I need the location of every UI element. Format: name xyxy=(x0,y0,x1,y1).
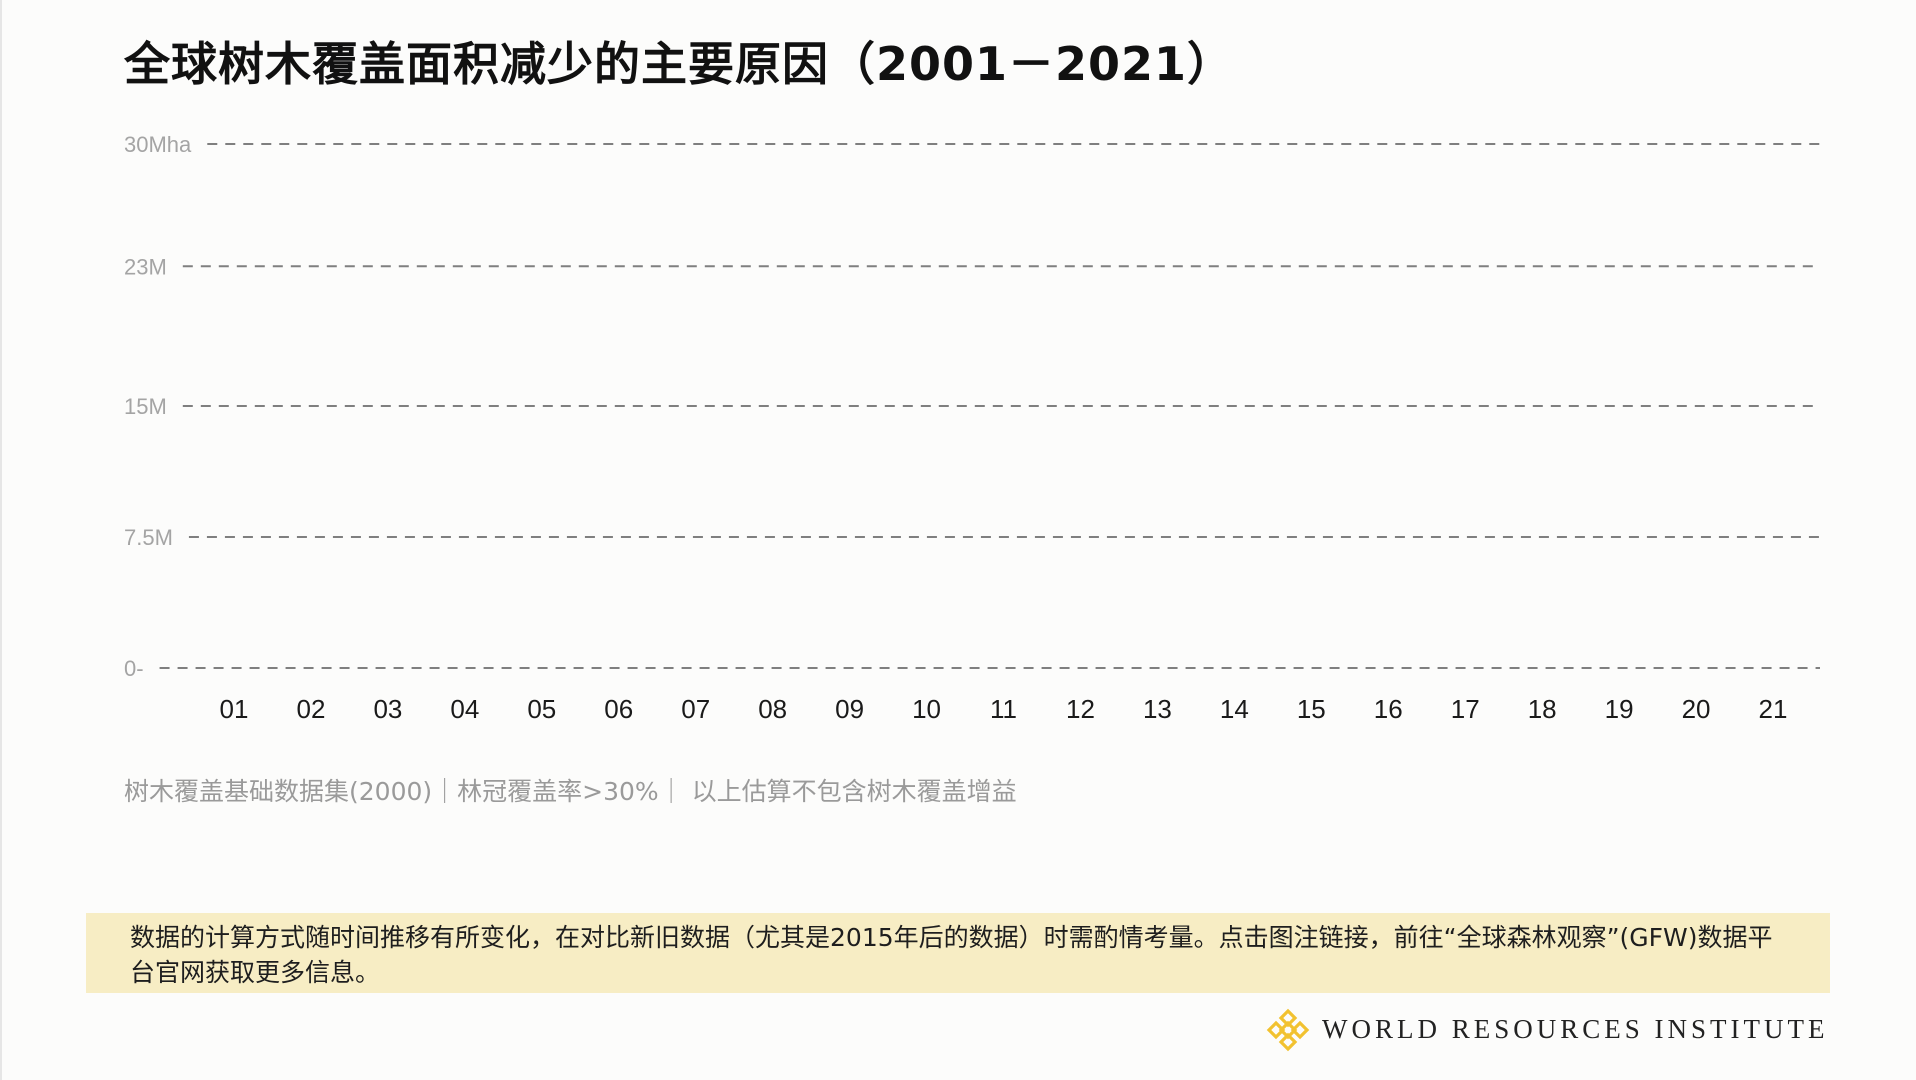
y-tick-label: 0- xyxy=(124,656,144,681)
chart-area: 0- 7.5M 15M 23M 30Mha 01 02 03 04 05 06 07 08 09 10 11 1… xyxy=(124,132,1820,724)
chart-title: 全球树木覆盖面积减少的主要原因（2001－2021） xyxy=(124,37,1235,91)
chart-caption: 树木覆盖基础数据集(2000)｜林冠覆盖率>30%｜ 以上估算不包含树木覆盖增益 xyxy=(124,777,1017,806)
x-tick-label: 14 xyxy=(1220,694,1249,724)
lattice-diamond xyxy=(1278,1020,1298,1040)
x-tick-label: 06 xyxy=(604,694,633,724)
x-tick-label: 10 xyxy=(912,694,941,724)
lattice-diamond xyxy=(1290,1020,1310,1040)
x-tick-label: 12 xyxy=(1066,694,1095,724)
x-tick-label: 11 xyxy=(990,694,1017,724)
data-notice-text: 数据的计算方式随时间推移有所变化，在对比新旧数据（尤其是2015年后的数据）时需… xyxy=(130,923,1773,987)
x-tick-label: 18 xyxy=(1528,694,1557,724)
lattice-diamond xyxy=(1266,1020,1286,1040)
y-tick-label: 23M xyxy=(124,254,167,279)
x-tick-label: 02 xyxy=(296,694,325,724)
y-tick-label: 30Mha xyxy=(124,132,192,157)
x-tick-label: 07 xyxy=(681,694,710,724)
wri-logo-text: WORLD RESOURCES INSTITUTE xyxy=(1322,1014,1829,1044)
x-tick-label: 17 xyxy=(1451,694,1480,724)
x-tick-label: 21 xyxy=(1759,694,1788,724)
x-tick-label: 03 xyxy=(373,694,402,724)
x-tick-label: 16 xyxy=(1374,694,1403,724)
x-tick-label: 09 xyxy=(835,694,864,724)
x-tick-label: 15 xyxy=(1297,694,1326,724)
y-tick-label: 7.5M xyxy=(124,525,173,550)
wri-lattice-logo-icon xyxy=(1266,1008,1310,1052)
data-notice-banner: 数据的计算方式随时间推移有所变化，在对比新旧数据（尤其是2015年后的数据）时需… xyxy=(86,913,1830,993)
x-tick-label: 19 xyxy=(1605,694,1634,724)
x-tick-label: 20 xyxy=(1682,694,1711,724)
x-tick-label: 01 xyxy=(220,694,249,724)
lattice-diamond xyxy=(1278,1032,1298,1052)
y-tick-label: 15M xyxy=(124,394,167,419)
x-tick-label: 13 xyxy=(1143,694,1172,724)
x-tick-label: 05 xyxy=(527,694,556,724)
wri-logo[interactable]: WORLD RESOURCES INSTITUTE xyxy=(1266,1008,1825,1052)
x-tick-label: 04 xyxy=(450,694,479,724)
x-tick-label: 08 xyxy=(758,694,787,724)
